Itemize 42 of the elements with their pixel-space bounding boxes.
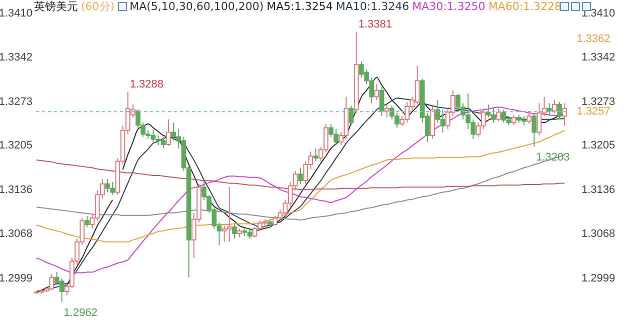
candlestick	[313, 148, 318, 162]
y2-tick-label: 1.3068	[582, 228, 616, 240]
text: MA10:1.3246	[336, 0, 410, 13]
candlestick	[84, 216, 90, 228]
y2-tick-label: 1.3136	[582, 184, 616, 196]
candlestick	[552, 100, 557, 114]
candlestick	[526, 110, 532, 124]
y-tick-label: 1.3136	[0, 184, 32, 196]
chart-subtitle: (60分)	[81, 0, 115, 13]
candlestick	[532, 113, 537, 147]
candlestick	[374, 83, 380, 101]
candlestick	[166, 118, 171, 146]
annotation: 1.3381	[358, 18, 392, 31]
candlestick	[298, 167, 303, 184]
legend-title: MA(5,10,30,60,100,200)	[130, 0, 264, 13]
text: MA5:1.3254	[266, 0, 333, 13]
y2-tick-label: 1.3410	[582, 8, 616, 20]
candlestick	[562, 102, 567, 126]
y-tick-label: 1.3273	[0, 96, 32, 108]
y-tick-label: 1.3068	[0, 228, 32, 240]
text: 1.3362	[576, 32, 610, 45]
candlestick	[511, 114, 516, 126]
y2-tick-label: 1.3273	[582, 96, 616, 108]
candlestick	[348, 105, 354, 126]
y-tick-label: 1.3410	[0, 8, 32, 20]
annotation: 1.3288	[130, 78, 164, 91]
ref-line-label: 1.3257	[576, 106, 610, 118]
y2-tick-label: 1.3342	[582, 51, 616, 64]
chart-title: 英镑美元	[34, 0, 78, 13]
text: MA30:1.3250	[412, 0, 486, 13]
y-tick-label: 1.3342	[0, 51, 32, 64]
y2-tick-label: 1.3205	[582, 140, 616, 152]
candlestick	[379, 86, 384, 117]
candlestick	[496, 108, 501, 122]
y-tick-label: 1.3205	[0, 140, 32, 152]
candlestick	[546, 102, 552, 117]
text: MA60:1.3228	[488, 0, 562, 13]
annotation: 1.2962	[64, 306, 98, 319]
candlestick	[232, 224, 237, 240]
y2-tick-label: 1.2999	[582, 272, 616, 284]
y-tick-label: 1.2999	[0, 272, 32, 284]
candlestick	[557, 101, 562, 120]
